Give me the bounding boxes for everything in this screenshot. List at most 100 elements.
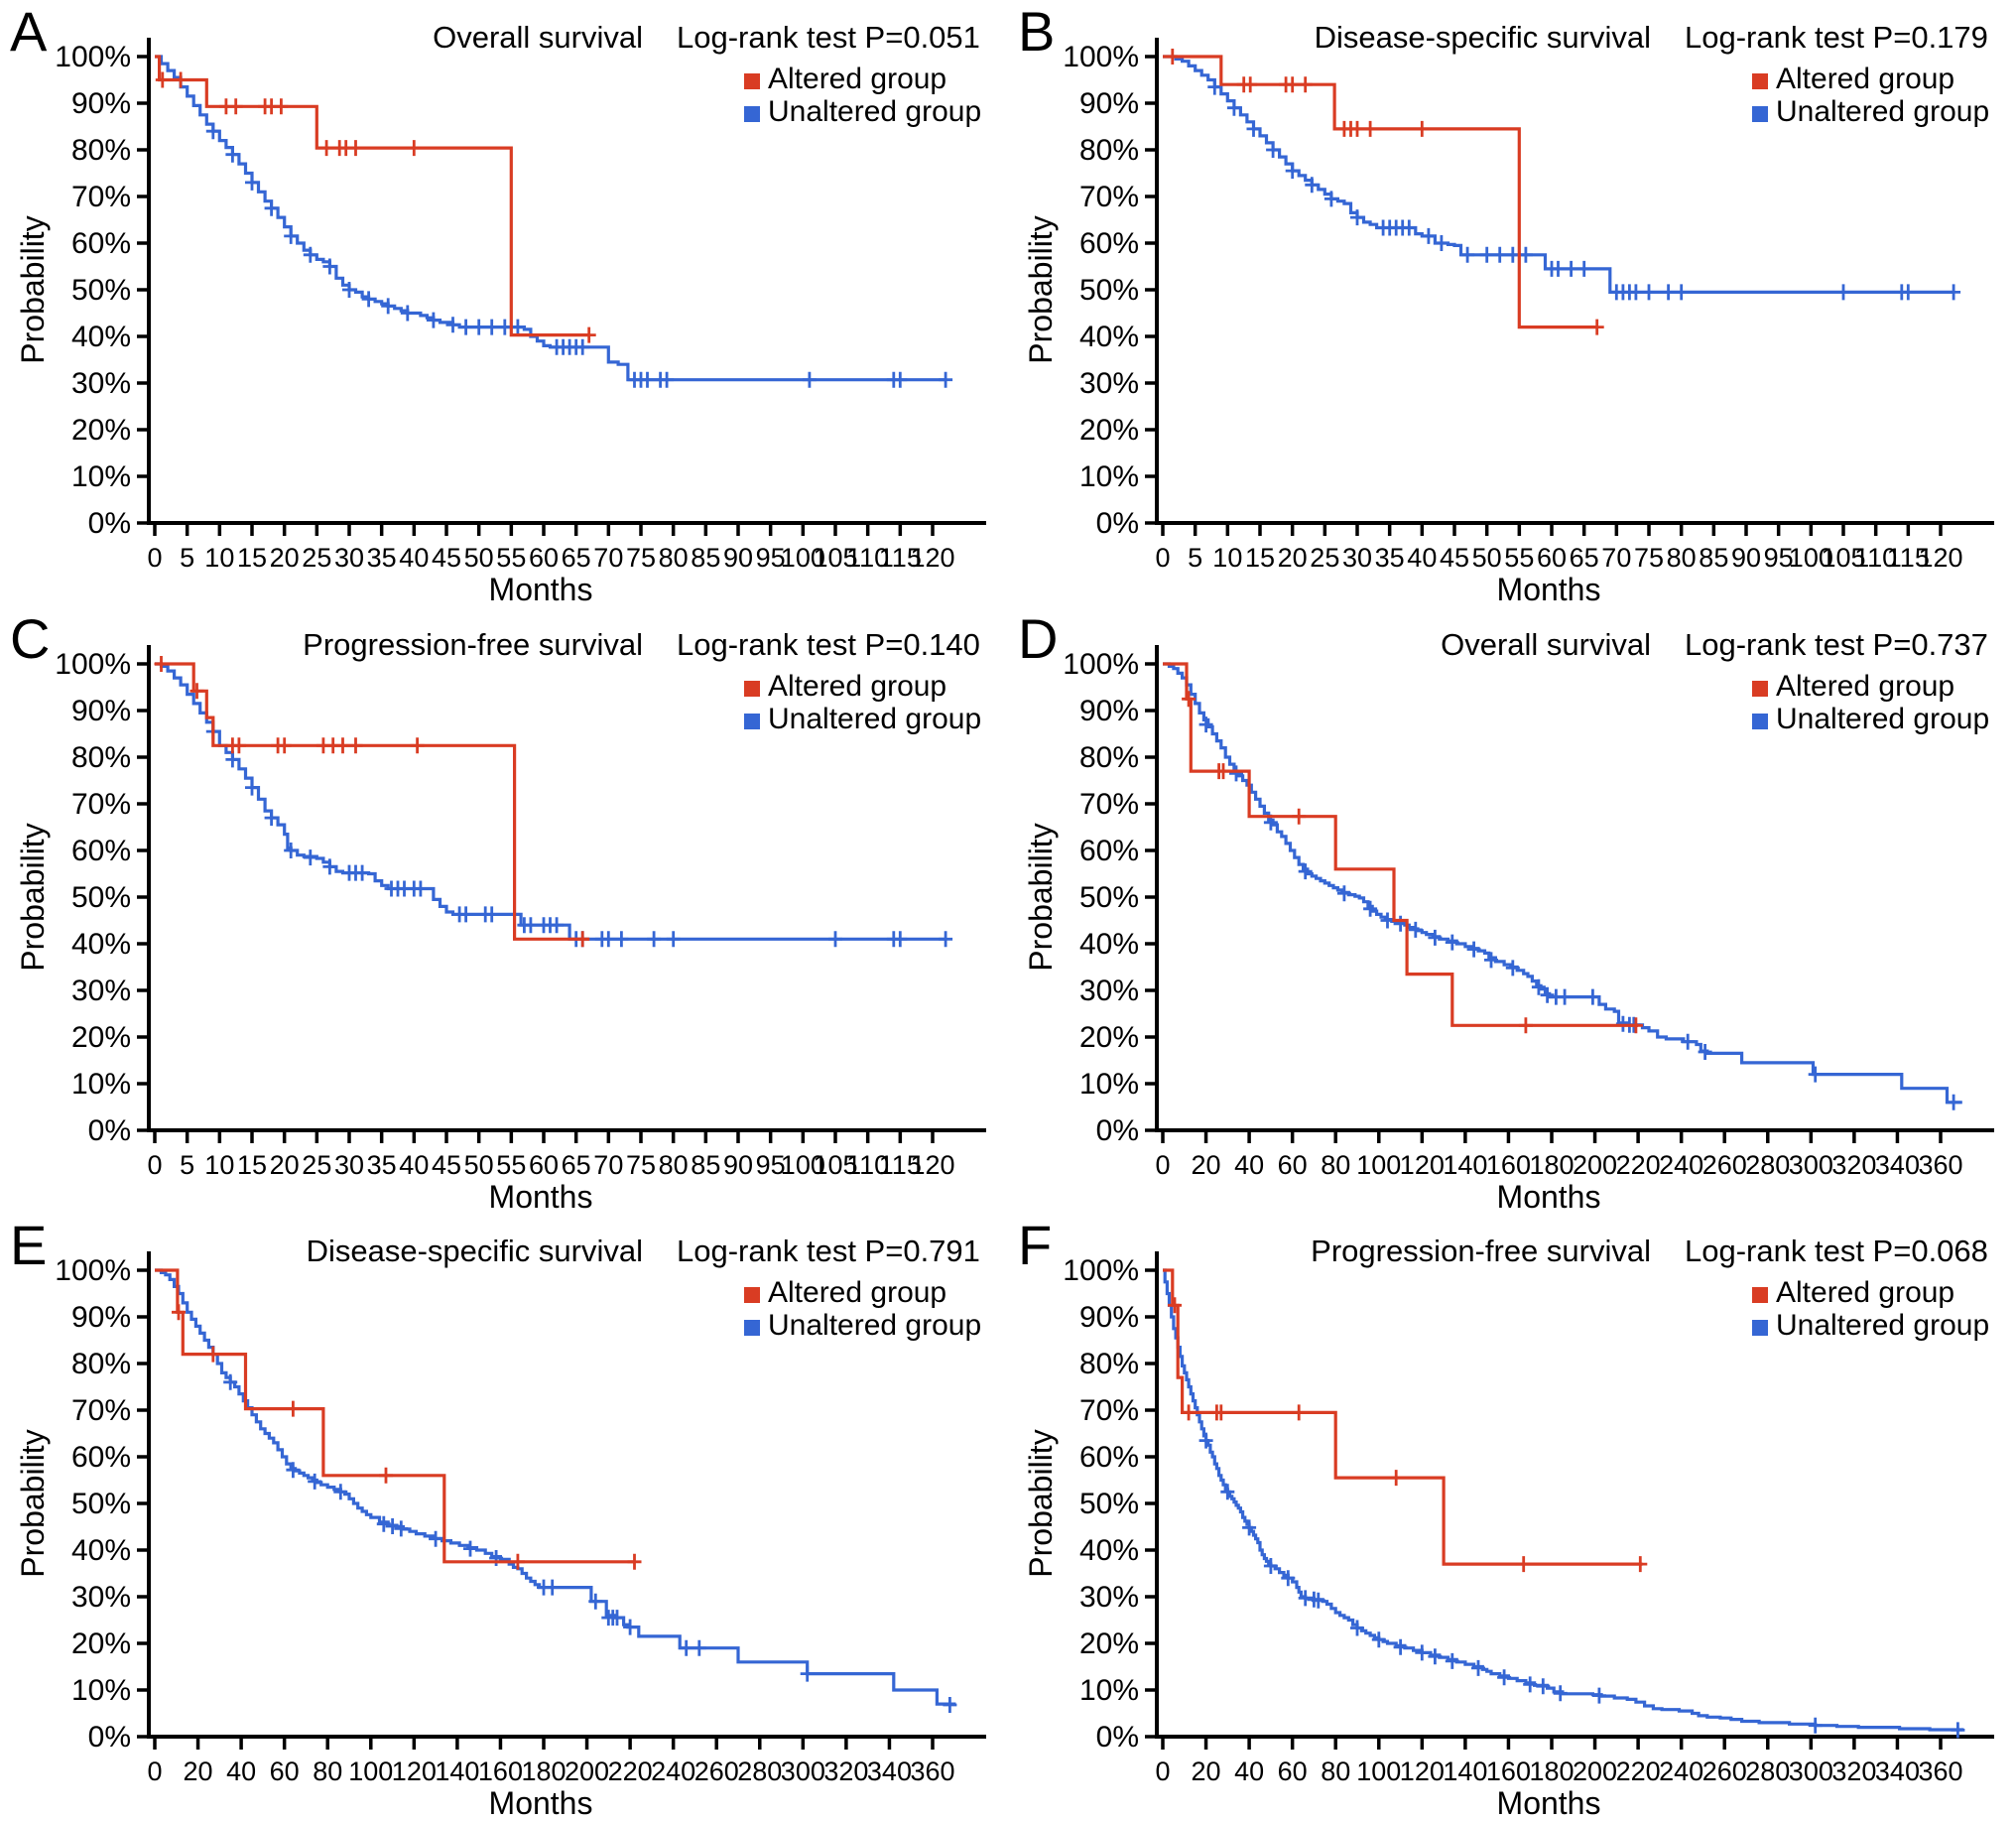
y-tick-label: 30% [1079, 1581, 1139, 1614]
legend-swatch-altered [744, 1287, 760, 1304]
stat-label: Log-rank test P=0.051 [677, 20, 980, 55]
x-tick-label: 20 [1278, 543, 1308, 573]
x-tick-label: 200 [1573, 1756, 1617, 1786]
legend-label: Unaltered group [768, 703, 981, 735]
legend-swatch-unaltered [1752, 1320, 1768, 1337]
legend-swatch-unaltered [744, 713, 760, 729]
y-tick-label: 70% [1079, 788, 1139, 821]
km-chart-F: 0% 10% 20% 30% 40% 50% 60% 70% 80% 90% 100% 0 20 40 60… [1023, 1234, 1994, 1820]
km-chart-A: 0%10%20%30%40%50%60%70%80%90%100%0 5 10 15 2… [15, 20, 986, 606]
km-chart-E: 0% 10% 20% 30% 40% 50% 60% 70% 80% 90% 100% 0 20 40 60… [15, 1234, 986, 1820]
y-tick-label: 20% [71, 414, 131, 447]
y-tick-label: 60% [71, 835, 131, 867]
x-tick-label: 115 [879, 1150, 922, 1180]
x-tick-label: 30 [1342, 543, 1372, 573]
x-tick-label: 200 [565, 1756, 609, 1786]
censor-marks-unaltered-group [1207, 78, 1961, 301]
legend-label: Unaltered group [1776, 1309, 1989, 1342]
y-tick-label: 10% [71, 460, 131, 493]
x-tick-label: 100 [1356, 1150, 1401, 1180]
x-tick-label: 340 [1875, 1150, 1920, 1180]
legend-label: Unaltered group [1776, 703, 1989, 735]
y-tick-label: 40% [1079, 321, 1139, 353]
y-tick-label: 0% [88, 1114, 131, 1147]
curve-altered-group [1163, 55, 1597, 329]
x-tick-label: 20 [270, 1150, 300, 1180]
y-tick-label: 20% [71, 1627, 131, 1660]
x-tick-label: 30 [334, 543, 364, 573]
x-tick-label: 60 [1278, 1150, 1308, 1180]
x-tick-label: 180 [1529, 1756, 1574, 1786]
y-tick-label: 40% [1079, 928, 1139, 961]
y-tick-label: 30% [71, 367, 131, 400]
x-tick-label: 300 [1789, 1150, 1833, 1180]
x-tick-label: 20 [270, 543, 300, 573]
legend-swatch-altered [744, 73, 760, 89]
legend-label: Altered group [1776, 63, 1954, 95]
curve-altered-group [1163, 661, 1639, 1027]
x-tick-label: 0 [1155, 1756, 1170, 1786]
y-tick-label: 10% [71, 1674, 131, 1707]
x-tick-label: 115 [1887, 543, 1930, 573]
x-tick-label: 90 [723, 543, 753, 573]
x-tick-label: 360 [910, 1756, 954, 1786]
x-tick-label: 55 [496, 1150, 526, 1180]
y-tick-label: 50% [71, 1488, 131, 1520]
stat-label: Log-rank test P=0.179 [1685, 20, 1988, 55]
chart-title: Overall survival [1441, 627, 1651, 662]
x-tick-label: 95 [1764, 543, 1794, 573]
legend-swatch-altered [744, 680, 760, 697]
x-tick-label: 75 [626, 543, 656, 573]
x-tick-label: 15 [1245, 543, 1275, 573]
x-tick-label: 360 [1918, 1150, 1962, 1180]
x-tick-label: 90 [723, 1150, 753, 1180]
censor-marks-unaltered-group [205, 123, 953, 388]
x-tick-label: 30 [334, 1150, 364, 1180]
x-tick-label: 20 [1192, 1756, 1221, 1786]
y-tick-label: 100% [55, 41, 131, 73]
legend-swatch-altered [1752, 680, 1768, 697]
y-tick-label: 0% [88, 1721, 131, 1754]
censor-marks-unaltered-group [205, 722, 953, 947]
y-tick-label: 100% [55, 1254, 131, 1287]
y-tick-label: 20% [1079, 414, 1139, 447]
x-tick-label: 85 [691, 1150, 720, 1180]
x-tick-label: 220 [608, 1756, 653, 1786]
y-tick-label: 0% [1096, 1114, 1139, 1147]
y-axis-label: Probability [1023, 215, 1059, 363]
y-axis-label: Probability [15, 215, 51, 363]
x-axis-label: Months [489, 1179, 593, 1214]
x-tick-label: 80 [1667, 543, 1697, 573]
stat-label: Log-rank test P=0.140 [677, 627, 980, 662]
x-tick-label: 60 [529, 1150, 559, 1180]
x-tick-label: 300 [1789, 1756, 1833, 1786]
x-tick-label: 340 [867, 1756, 912, 1786]
x-tick-label: 105 [813, 1150, 857, 1180]
x-tick-label: 95 [756, 543, 786, 573]
y-tick-label: 30% [1079, 975, 1139, 1007]
x-tick-label: 10 [204, 1150, 234, 1180]
km-chart-C: 0%10%20%30%40%50%60%70%80%90%100%0 5 10 15 2… [15, 627, 986, 1214]
x-tick-label: 260 [694, 1756, 739, 1786]
x-tick-label: 80 [1321, 1150, 1350, 1180]
y-tick-label: 10% [1079, 1068, 1139, 1101]
panel-letter-d: D [1018, 606, 1059, 670]
x-tick-label: 40 [226, 1756, 256, 1786]
y-tick-label: 20% [71, 1021, 131, 1054]
y-tick-label: 50% [71, 881, 131, 914]
y-tick-label: 50% [1079, 274, 1139, 307]
x-tick-label: 40 [399, 1150, 429, 1180]
x-tick-label: 320 [823, 1756, 868, 1786]
y-tick-label: 20% [1079, 1627, 1139, 1660]
x-tick-label: 55 [496, 543, 526, 573]
stat-label: Log-rank test P=0.791 [677, 1234, 980, 1268]
y-tick-label: 70% [71, 788, 131, 821]
stat-label: Log-rank test P=0.068 [1685, 1234, 1988, 1268]
y-tick-label: 100% [55, 648, 131, 681]
x-tick-label: 60 [1537, 543, 1567, 573]
y-tick-label: 60% [1079, 835, 1139, 867]
y-tick-label: 50% [1079, 881, 1139, 914]
legend-label: Unaltered group [768, 95, 981, 128]
y-tick-label: 60% [71, 227, 131, 260]
chart-title: Progression-free survival [303, 627, 643, 662]
